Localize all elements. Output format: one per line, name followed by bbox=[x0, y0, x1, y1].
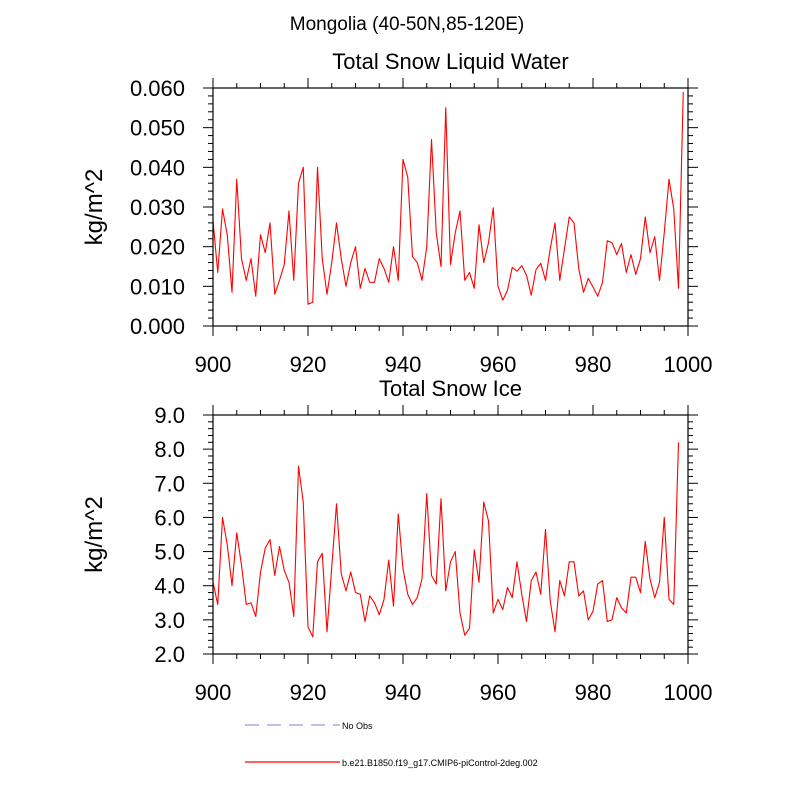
plot-frame bbox=[212, 414, 689, 655]
y-tick-label: 0.050 bbox=[130, 116, 185, 141]
page-title: Mongolia (40-50N,85-120E) bbox=[290, 14, 524, 35]
series-line bbox=[212, 442, 680, 638]
x-tick-label: 900 bbox=[195, 352, 232, 377]
y-tick-label: 2.0 bbox=[154, 642, 185, 667]
panel-snow-liquid-water: Total Snow Liquid Water kg/m^2 0.000 0.010 0… bbox=[81, 49, 712, 377]
x-tick-label: 1000 bbox=[664, 352, 713, 377]
y-tick-label: 0.030 bbox=[130, 195, 185, 220]
chart-title: Total Snow Liquid Water bbox=[332, 49, 568, 74]
x-tick-label: 980 bbox=[575, 352, 612, 377]
x-tick-label: 960 bbox=[480, 352, 517, 377]
legend-label: No Obs bbox=[342, 721, 373, 731]
plot-frame bbox=[212, 87, 689, 327]
x-tick-label: 900 bbox=[195, 680, 232, 705]
x-tick-label: 940 bbox=[385, 352, 422, 377]
x-tick-label: 960 bbox=[480, 680, 517, 705]
x-tick-label: 1000 bbox=[664, 680, 713, 705]
y-tick-label: 0.020 bbox=[130, 235, 185, 260]
legend-label: b.e21.B1850.f19_g17.CMIP6-piControl-2deg… bbox=[342, 758, 538, 768]
x-tick-label: 940 bbox=[385, 680, 422, 705]
y-tick-label: 6.0 bbox=[154, 505, 185, 530]
y-tick-label: 8.0 bbox=[154, 437, 185, 462]
x-tick-label: 980 bbox=[575, 680, 612, 705]
y-tick-label: 0.040 bbox=[130, 155, 185, 180]
y-tick-label: 5.0 bbox=[154, 540, 185, 565]
series-line bbox=[212, 91, 684, 305]
chart-title: Total Snow Ice bbox=[379, 376, 522, 401]
x-tick-label: 920 bbox=[290, 680, 327, 705]
panel-snow-ice: Total Snow Ice kg/m^2 2.0 3.0 4.0 5.0 6.0 7.0 8.… bbox=[81, 376, 712, 705]
y-tick-label: 0.000 bbox=[130, 314, 185, 339]
x-tick-label: 920 bbox=[290, 352, 327, 377]
y-axis-label: kg/m^2 bbox=[81, 169, 108, 246]
y-tick-label: 0.060 bbox=[130, 76, 185, 101]
y-tick-label: 4.0 bbox=[154, 574, 185, 599]
y-tick-label: 3.0 bbox=[154, 608, 185, 633]
y-axis-label: kg/m^2 bbox=[81, 496, 108, 573]
y-tick-label: 0.010 bbox=[130, 274, 185, 299]
legend: No Obs b.e21.B1850.f19_g17.CMIP6-piContro… bbox=[245, 721, 538, 768]
y-tick-label: 7.0 bbox=[154, 471, 185, 496]
y-tick-label: 9.0 bbox=[154, 403, 185, 428]
